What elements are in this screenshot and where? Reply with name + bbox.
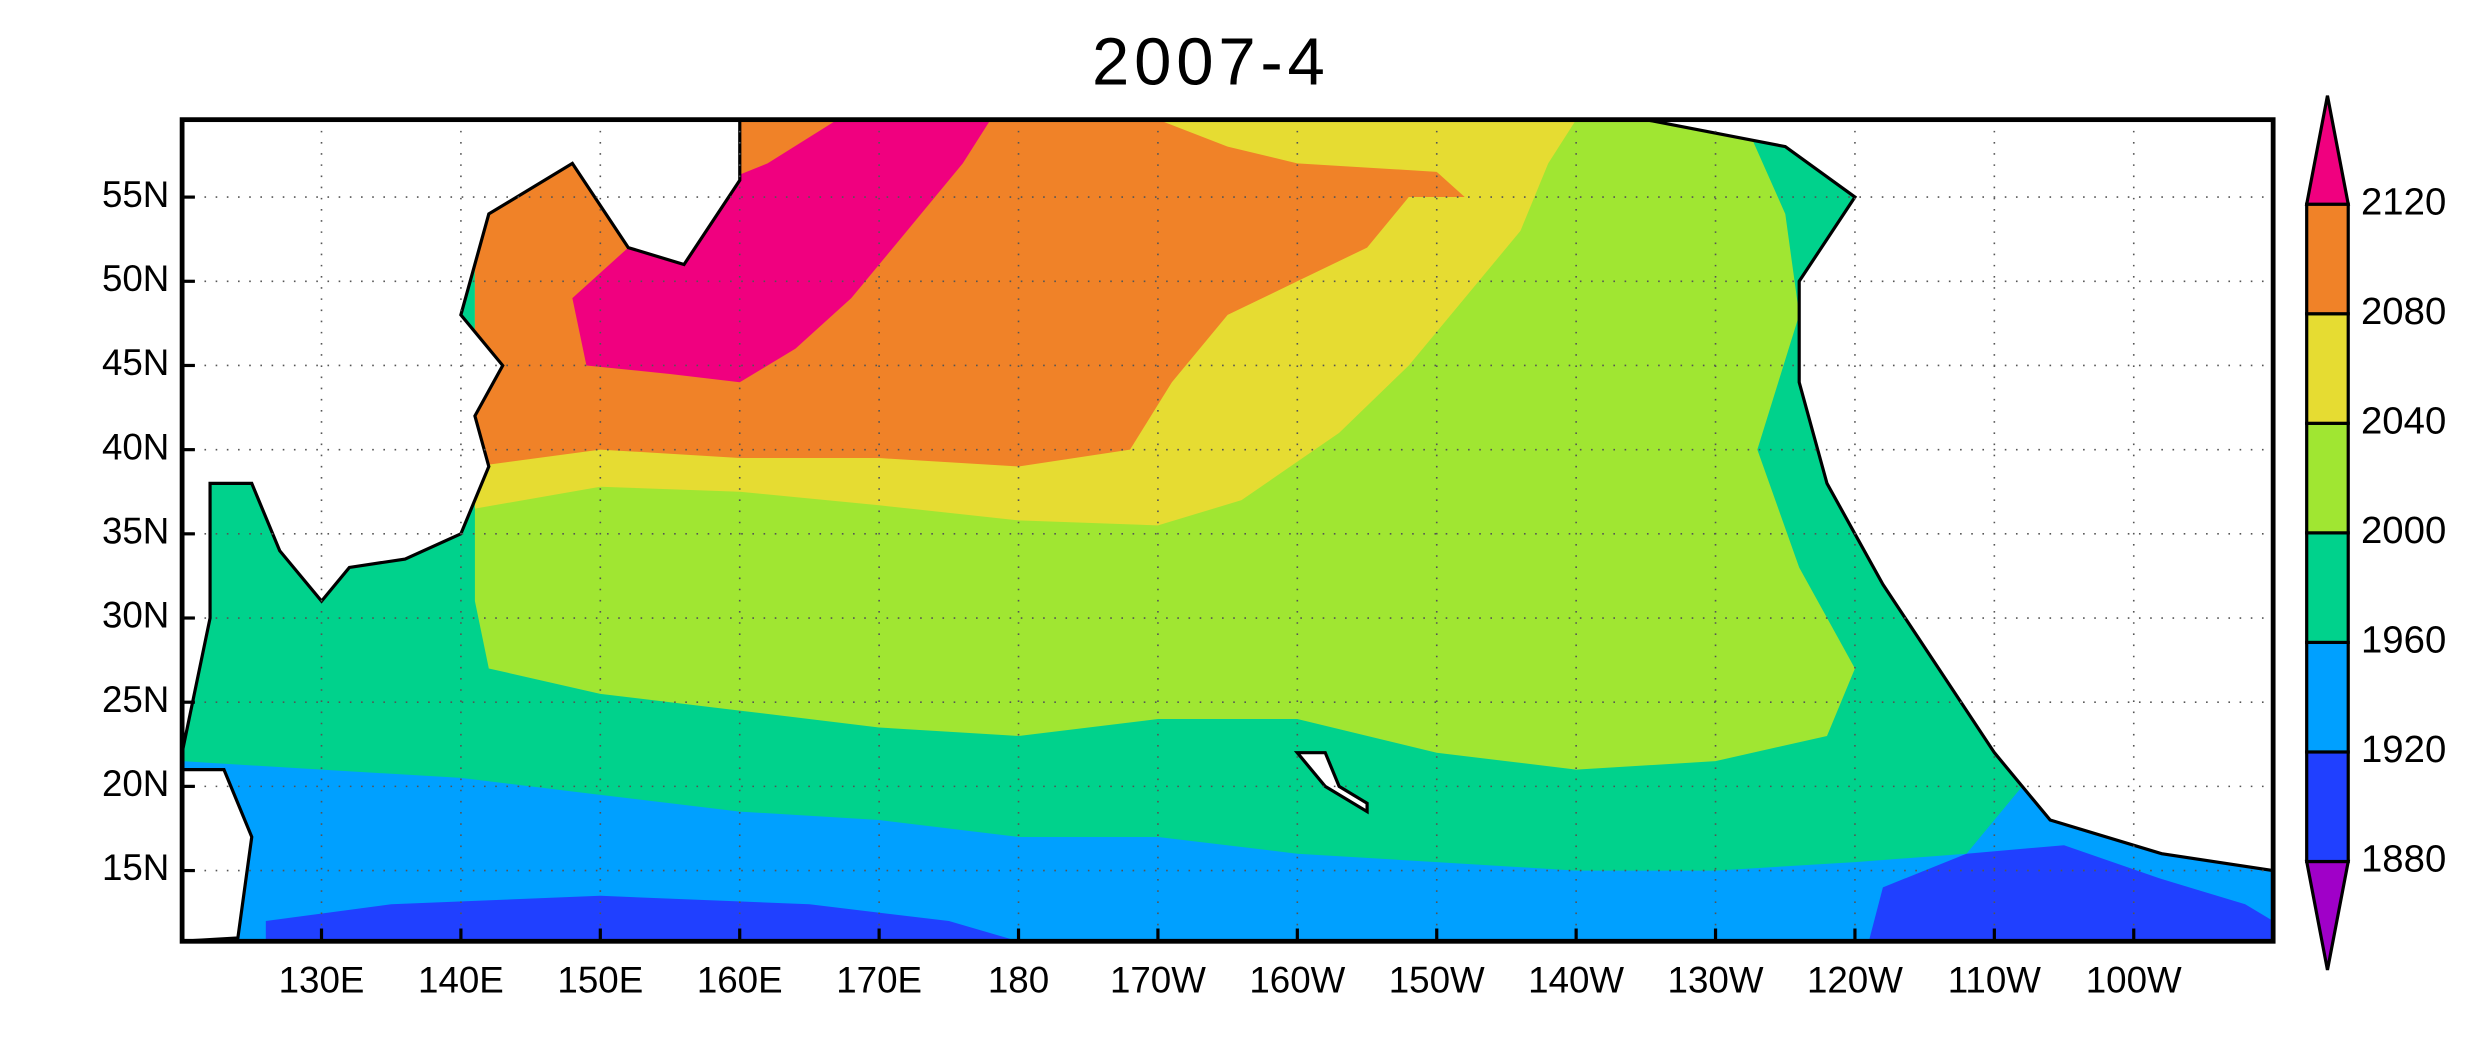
y-tick-label: 45N <box>102 342 169 383</box>
colorbar-label: 1920 <box>2361 728 2446 771</box>
colorbar-segment <box>2305 202 2350 316</box>
x-tick-label: 170W <box>1110 959 1206 1000</box>
x-tick-label: 140E <box>418 959 504 1000</box>
y-tick-label: 55N <box>102 174 169 215</box>
land <box>182 119 742 754</box>
colorbar-segment <box>2305 421 2350 535</box>
x-tick-label: 160W <box>1249 959 1345 1000</box>
contour-region <box>1868 845 2274 942</box>
colorbar-label: 1880 <box>2361 838 2446 881</box>
colorbar-label: 1960 <box>2361 619 2446 662</box>
land <box>182 768 254 942</box>
land <box>1293 751 1369 815</box>
contour-region <box>265 895 1019 942</box>
y-tick-label: 40N <box>102 426 169 467</box>
y-tick-label: 50N <box>102 258 169 299</box>
y-tick-label: 30N <box>102 595 169 636</box>
colorbar-segment <box>2305 750 2350 864</box>
y-tick-label: 25N <box>102 679 169 720</box>
colorbar-segment <box>2305 531 2350 645</box>
colorbar-label: 2080 <box>2361 290 2446 333</box>
land <box>1645 119 2274 873</box>
x-tick-label: 100W <box>2086 959 2182 1000</box>
x-tick-label: 150E <box>557 959 643 1000</box>
x-tick-label: 170E <box>836 959 922 1000</box>
plot-frame <box>179 117 2276 944</box>
x-tick-label: 130E <box>279 959 365 1000</box>
x-tick-label: 110W <box>1948 959 2042 1000</box>
colorbar-segment <box>2305 312 2350 425</box>
chart-title: 2007-4 <box>1092 25 1330 100</box>
x-tick-label: 150W <box>1389 959 1485 1000</box>
x-tick-label: 120W <box>1807 959 1903 1000</box>
colorbar-label: 2000 <box>2361 509 2446 552</box>
x-tick-label: 180 <box>988 959 1049 1000</box>
colorbar-label: 2040 <box>2361 399 2446 442</box>
contour-region <box>572 119 991 383</box>
colorbar-extend-low <box>2304 859 2351 971</box>
x-tick-label: 140W <box>1528 959 1624 1000</box>
colorbar-extend-high <box>2304 95 2351 206</box>
map-area <box>182 119 2274 942</box>
y-tick-label: 15N <box>102 847 169 888</box>
x-tick-label: 160E <box>697 959 783 1000</box>
colorbar-label: 2120 <box>2361 180 2446 223</box>
y-tick-label: 20N <box>102 763 169 804</box>
colorbar-segment <box>2305 640 2350 754</box>
x-tick-label: 130W <box>1668 959 1764 1000</box>
y-tick-label: 35N <box>102 511 169 552</box>
